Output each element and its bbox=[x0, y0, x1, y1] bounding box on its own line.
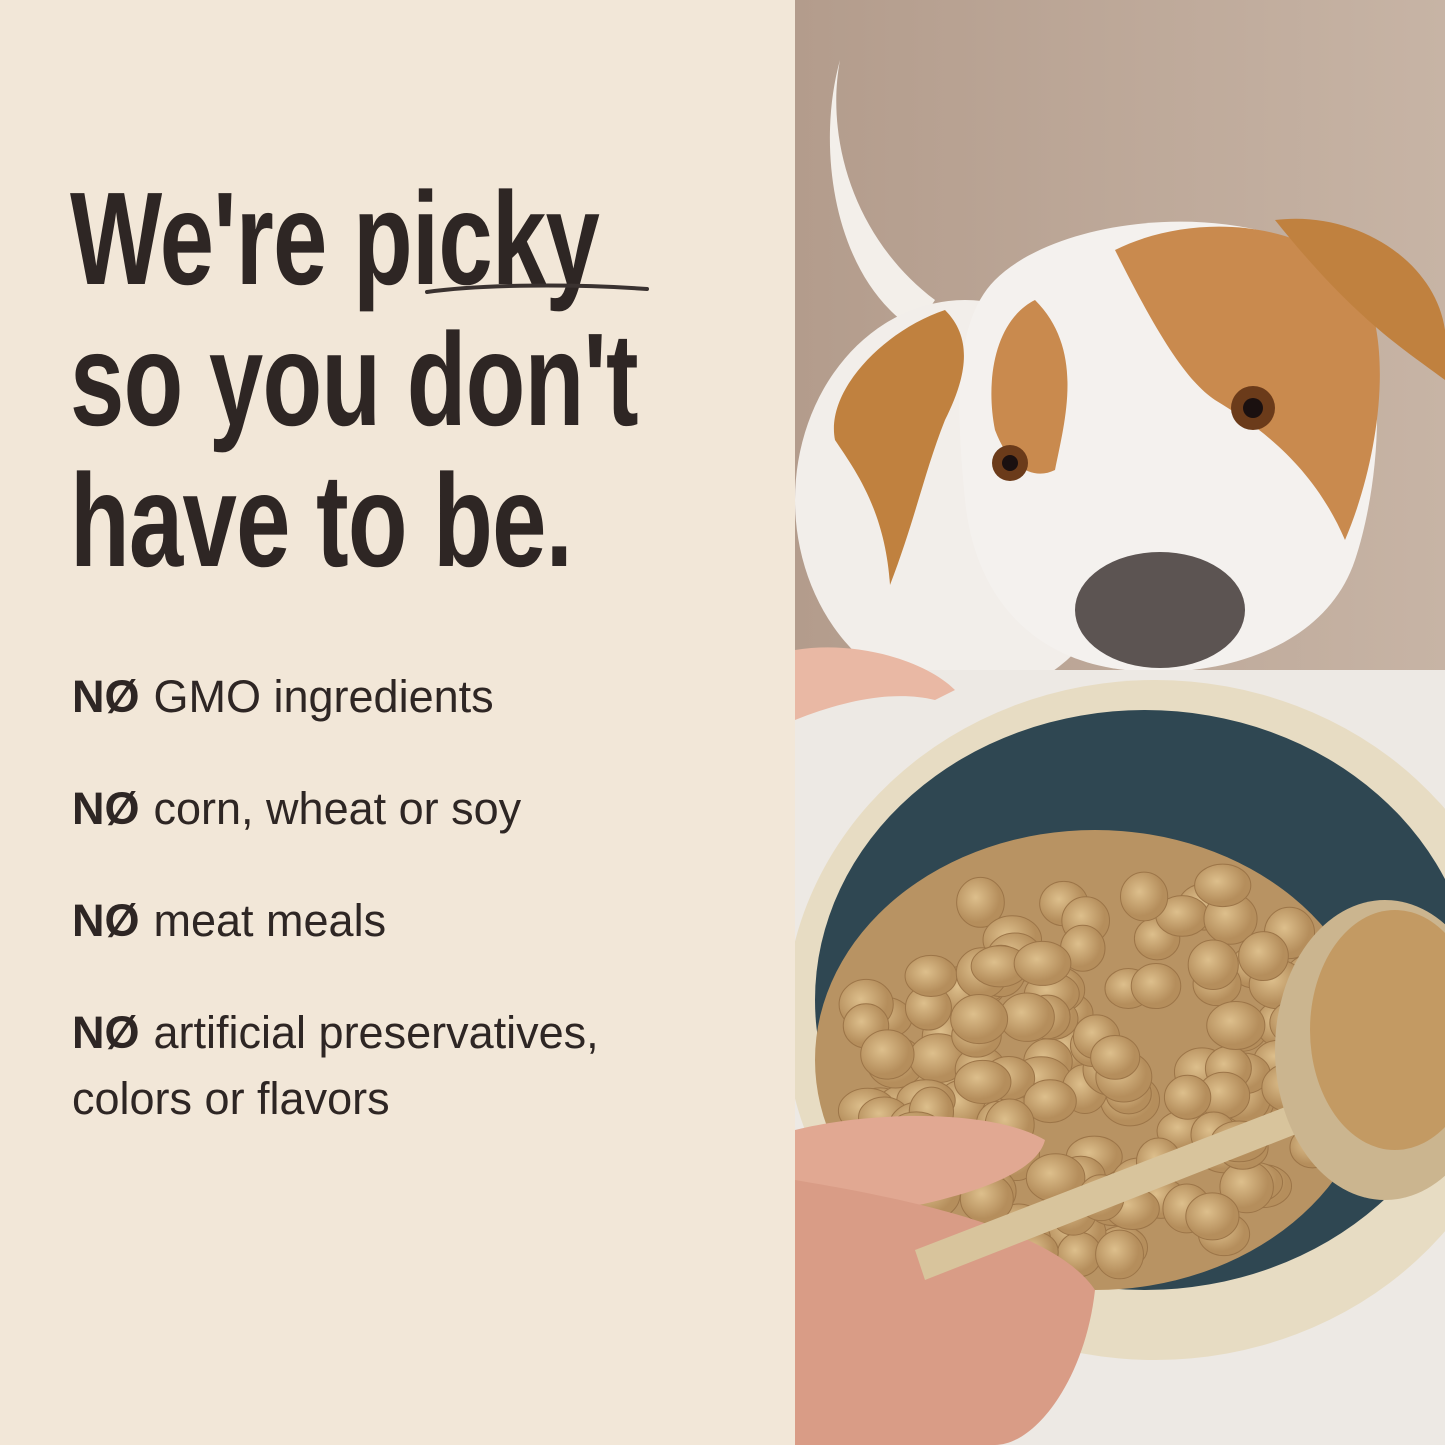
kibble bbox=[1095, 1229, 1144, 1280]
kibble bbox=[1187, 939, 1239, 991]
claims-list: NØ GMO ingredients NØ corn, wheat or soy N… bbox=[72, 664, 599, 1178]
claim-prefix: NØ bbox=[72, 895, 140, 946]
claim-item: NØ corn, wheat or soy bbox=[72, 776, 599, 842]
kibble bbox=[1023, 1079, 1077, 1124]
kibble bbox=[904, 954, 958, 998]
claim-prefix: NØ bbox=[72, 783, 140, 834]
kibble bbox=[1185, 1192, 1240, 1241]
kibble bbox=[1090, 1034, 1141, 1080]
claim-prefix: NØ bbox=[72, 671, 140, 722]
text-panel: We're picky so you don't have to be. NØ G… bbox=[70, 168, 736, 1178]
claim-text: GMO ingredients bbox=[153, 671, 494, 722]
claim-text: artificial preservatives, bbox=[153, 1007, 599, 1058]
hand bbox=[795, 647, 1095, 1445]
headline-line-1: We're picky bbox=[70, 168, 736, 309]
claim-item: NØ meat meals bbox=[72, 888, 599, 954]
claim-item: NØ artificial preservatives, colors or fla… bbox=[72, 1000, 599, 1132]
kibble-pile bbox=[837, 863, 1380, 1280]
claim-text-continued: colors or flavors bbox=[72, 1073, 390, 1124]
claim-text: corn, wheat or soy bbox=[153, 783, 522, 834]
kibble bbox=[1194, 863, 1252, 908]
kibble bbox=[1238, 931, 1289, 981]
headline: We're picky so you don't have to be. bbox=[70, 168, 736, 591]
kibble bbox=[950, 994, 1009, 1045]
dog-photo bbox=[795, 0, 1445, 1445]
kibble bbox=[956, 876, 1005, 928]
dog bbox=[795, 60, 1445, 700]
measuring-scoop bbox=[915, 900, 1445, 1280]
kibble bbox=[860, 1029, 915, 1080]
headline-line-2: so you don't bbox=[70, 306, 639, 453]
claim-item: NØ GMO ingredients bbox=[72, 664, 599, 730]
kibble bbox=[1163, 1074, 1212, 1120]
kibble bbox=[1130, 963, 1182, 1010]
headline-line-3: have to be. bbox=[70, 447, 573, 594]
claim-prefix: NØ bbox=[72, 1007, 140, 1058]
headline-word: We're bbox=[70, 165, 327, 312]
kibble bbox=[1013, 940, 1072, 986]
kibble bbox=[953, 1059, 1012, 1104]
kibble bbox=[1119, 871, 1169, 922]
kibble bbox=[1206, 1000, 1266, 1050]
brush-underline bbox=[425, 283, 649, 294]
claim-text: meat meals bbox=[153, 895, 387, 946]
